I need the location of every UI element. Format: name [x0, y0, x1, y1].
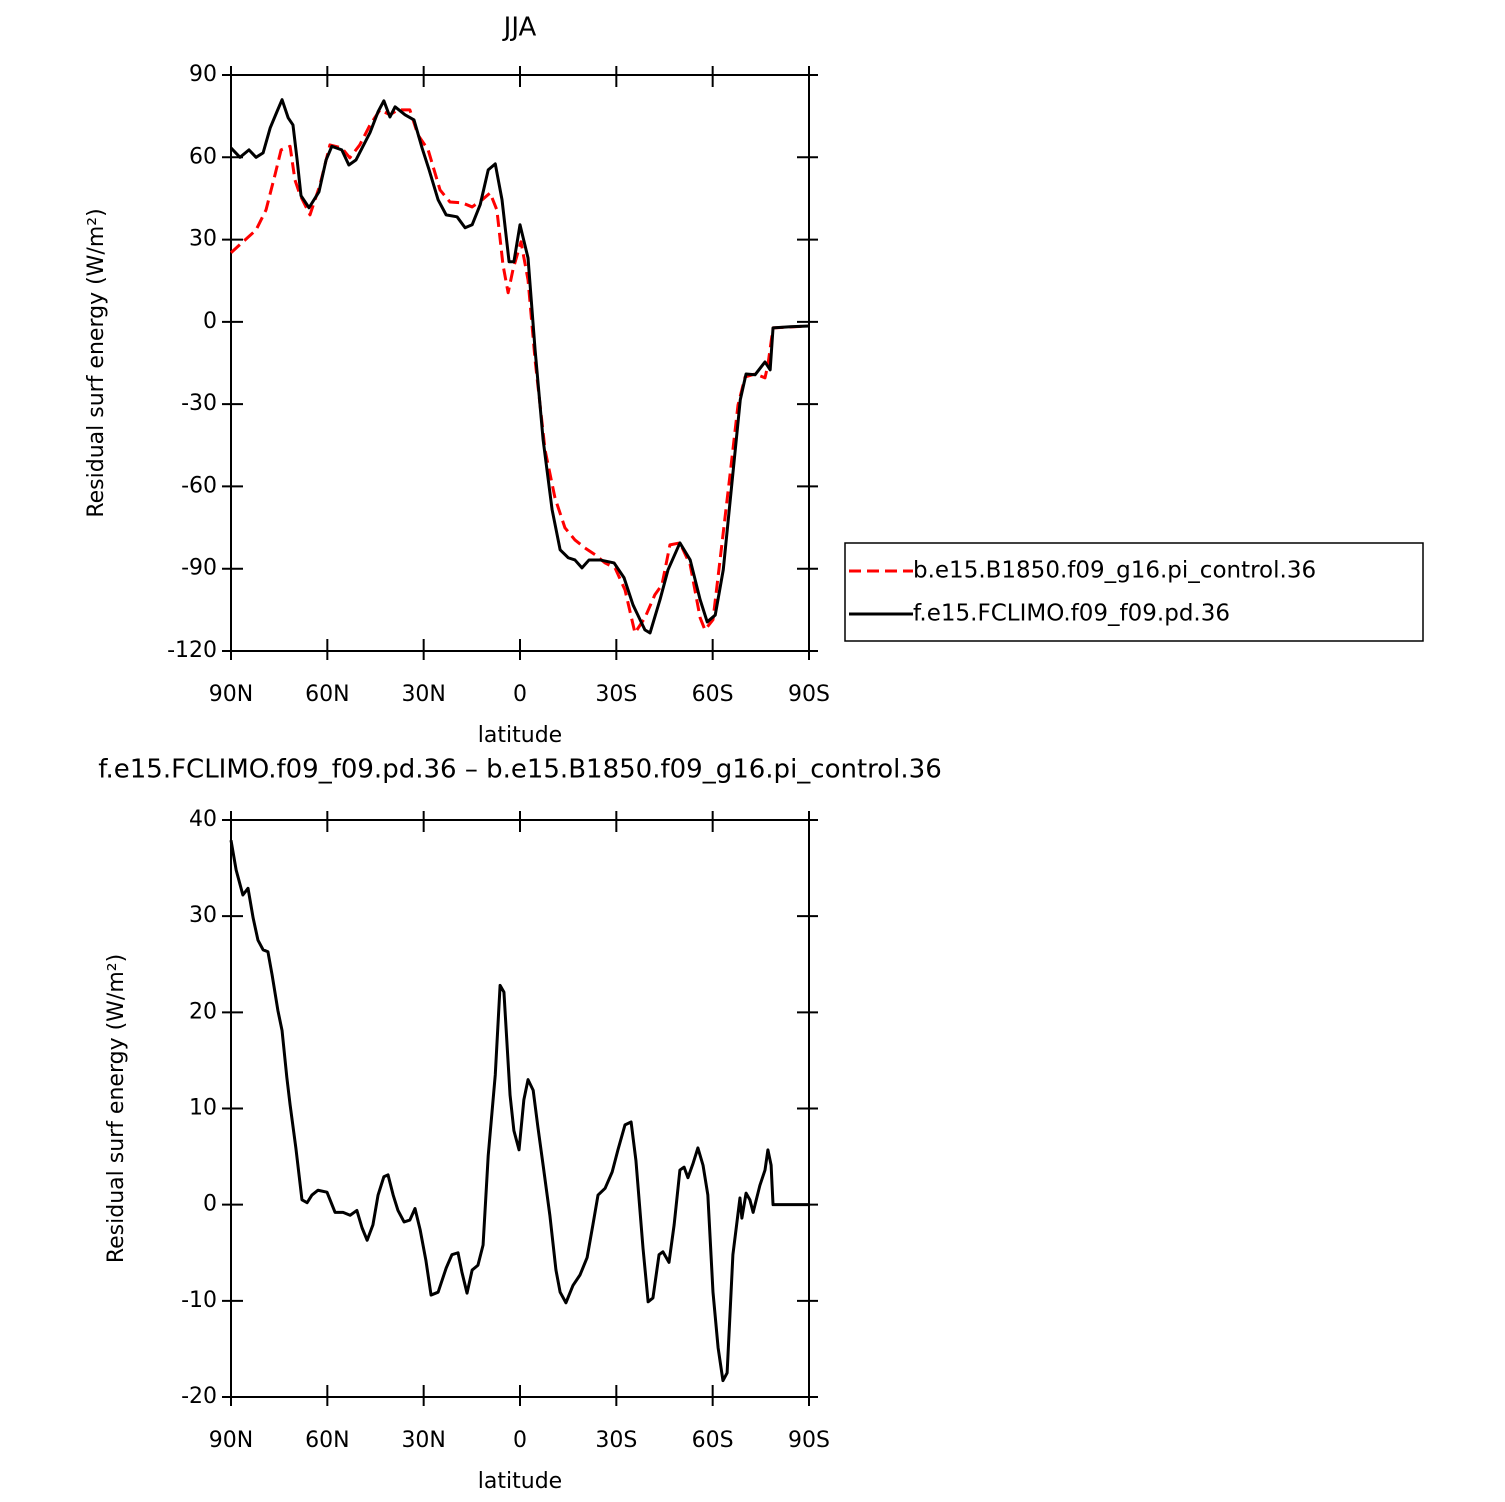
- x-tick-label: 30S: [595, 1428, 637, 1453]
- data-line: [229, 108, 810, 635]
- x-axis-label: latitude: [478, 723, 562, 748]
- y-tick-label: 30: [189, 903, 217, 928]
- chart-title: JJA: [502, 13, 537, 43]
- y-tick-label: -10: [181, 1288, 217, 1313]
- x-tick-label: 60S: [692, 1428, 734, 1453]
- y-tick-label: -20: [181, 1384, 217, 1409]
- x-tick-label: 60S: [692, 682, 734, 707]
- x-tick-label: 60N: [305, 682, 349, 707]
- data-line: [229, 839, 809, 1383]
- x-tick-label: 30N: [401, 1428, 445, 1453]
- y-tick-label: -30: [181, 391, 217, 416]
- x-tick-label: 30N: [401, 682, 445, 707]
- y-tick-label: 40: [189, 807, 217, 832]
- plot-frame: [230, 74, 810, 652]
- x-tick-label: 90N: [209, 682, 253, 707]
- data-line: [229, 98, 810, 635]
- y-tick-label: 60: [189, 144, 217, 169]
- y-tick-label: -90: [181, 556, 217, 581]
- chart-title: f.e15.FCLIMO.f09_f09.pd.36 – b.e15.B1850…: [98, 755, 942, 785]
- legend-box: [844, 542, 1424, 642]
- x-tick-label: 0: [513, 682, 527, 707]
- legend-label: b.e15.B1850.f09_g16.pi_control.36: [913, 558, 1316, 584]
- y-tick-label: 0: [203, 1192, 217, 1217]
- y-tick-label: 10: [189, 1096, 217, 1121]
- x-tick-label: 0: [513, 1428, 527, 1453]
- y-tick-label: 20: [189, 999, 217, 1024]
- y-axis-label: Residual surf energy (W/m²): [104, 954, 129, 1263]
- x-tick-label: 30S: [595, 682, 637, 707]
- x-tick-label: 90S: [788, 1428, 830, 1453]
- x-tick-label: 60N: [305, 1428, 349, 1453]
- x-axis-label: latitude: [478, 1469, 562, 1494]
- y-axis-label: Residual surf energy (W/m²): [84, 208, 109, 517]
- y-tick-label: -60: [181, 473, 217, 498]
- x-tick-label: 90S: [788, 682, 830, 707]
- x-tick-label: 90N: [209, 1428, 253, 1453]
- legend-label: f.e15.FCLIMO.f09_f09.pd.36: [913, 601, 1230, 627]
- y-tick-label: 90: [189, 62, 217, 87]
- plot-frame: [230, 819, 810, 1398]
- y-tick-label: -120: [167, 638, 217, 663]
- y-tick-label: 0: [203, 309, 217, 334]
- y-tick-label: 30: [189, 227, 217, 252]
